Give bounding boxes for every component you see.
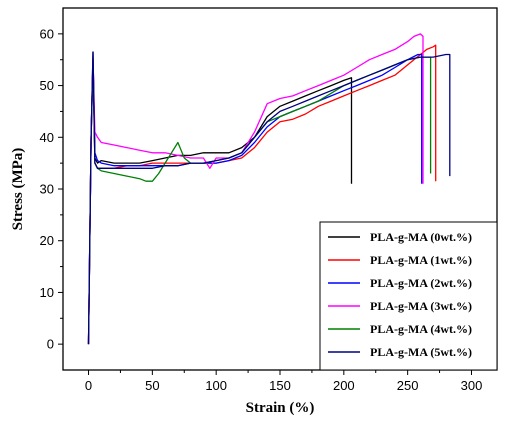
x-tick-label: 250 [397,378,419,393]
legend-label: PLA-g-MA (0wt.%) [370,230,472,244]
x-tick-label: 0 [85,378,92,393]
x-tick-label: 100 [205,378,227,393]
plot-frame [62,7,498,371]
y-tick-label: 0 [47,337,54,352]
series-line-6 [87,51,451,345]
legend-label: PLA-g-MA (3wt.%) [370,299,472,313]
y-tick-label: 60 [40,26,54,41]
y-tick-label: 30 [40,182,54,197]
legend: PLA-g-MA (0wt.%) PLA-g-MA (1wt.%) PLA-g-MA… [319,221,498,371]
series-line-1 [87,51,353,345]
x-tick-label: 150 [269,378,291,393]
legend-box [319,221,498,371]
legend-label: PLA-g-MA (1wt.%) [370,253,472,267]
y-tick-label: 10 [40,285,54,300]
legend-label: PLA-g-MA (5wt.%) [370,345,472,359]
y-axis-title: Stress (MPa) [10,148,26,231]
y-tick-label: 20 [40,233,54,248]
x-tick-label: 200 [333,378,355,393]
legend-label: PLA-g-MA (2wt.%) [370,276,472,290]
y-tick-label: 50 [40,78,54,93]
x-axis-title: Strain (%) [246,400,315,416]
x-tick-label: 300 [461,378,483,393]
y-tick-label: 40 [40,130,54,145]
x-tick-label: 50 [145,378,159,393]
tick-layer: 0 50 100 150 200 250 300 0 10 20 30 40 50 60 [40,26,483,393]
series-line-3 [87,53,423,345]
legend-label: PLA-g-MA (4wt.%) [370,322,472,336]
series-layer [87,33,451,345]
